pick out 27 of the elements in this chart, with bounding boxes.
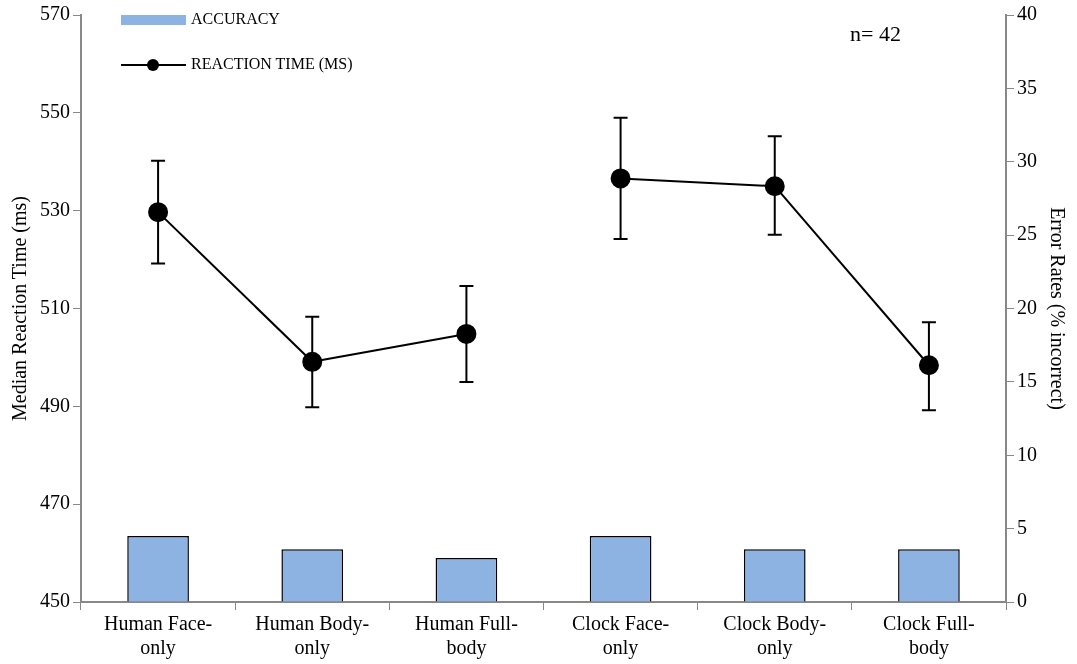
y-tick-label: 550 (40, 100, 70, 123)
y2-tick-label: 25 (1017, 222, 1037, 245)
y-axis-title: Median Reaction Time (ms) (8, 196, 32, 421)
y2-tick-label: 10 (1017, 442, 1037, 465)
x-tick-label: Clock Face-only (571, 612, 670, 660)
y2-tick-label: 35 (1017, 75, 1037, 98)
x-tick-label: Human Full-body (415, 612, 518, 660)
legend-label: REACTION TIME (MS) (191, 55, 353, 74)
x-tick-label: Clock Body-only (723, 612, 827, 660)
y2-tick-label: 5 (1017, 515, 1027, 538)
y-tick-label: 570 (40, 2, 70, 25)
y-tick-label: 490 (40, 393, 70, 416)
x-tick-label: Clock Full-body (883, 612, 975, 660)
y-tick-label: 510 (40, 295, 70, 318)
y-tick-label: 450 (40, 589, 70, 612)
y-tick-label: 470 (40, 491, 70, 514)
y2-tick-label: 40 (1017, 2, 1037, 25)
x-tick-label: Human Face-only (103, 612, 213, 660)
annotation: n= 42 (850, 20, 901, 46)
y2-tick-label: 20 (1017, 295, 1037, 318)
y2-axis-title: Error Rates (% incorrect) (1045, 207, 1069, 410)
y2-tick-label: 0 (1017, 589, 1027, 612)
y-tick-label: 530 (40, 197, 70, 220)
legend-label: ACCURACY (191, 10, 281, 28)
x-tick-label: Human Body-only (255, 612, 370, 660)
y2-tick-label: 15 (1017, 369, 1037, 392)
y2-tick-label: 30 (1017, 149, 1037, 171)
